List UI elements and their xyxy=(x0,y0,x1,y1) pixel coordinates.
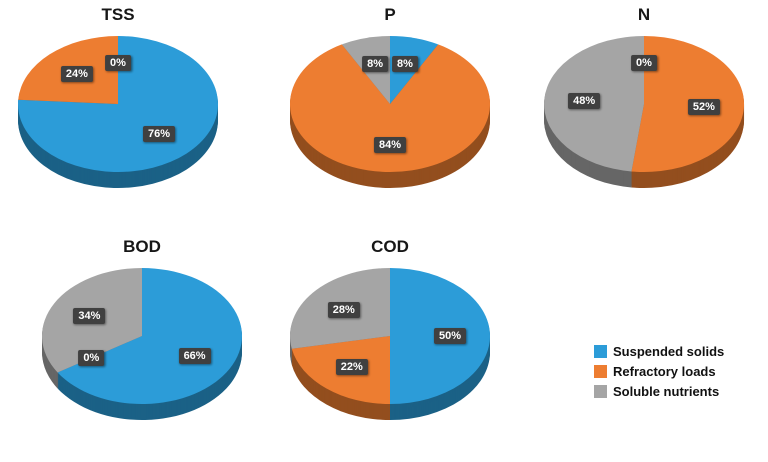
pie-svg xyxy=(544,35,745,188)
slice-label: 0% xyxy=(105,55,131,72)
pie-chart-p: 8% 84% 8% xyxy=(280,28,500,203)
slice-label: 28% xyxy=(327,301,360,318)
legend-item: Refractory loads xyxy=(594,364,724,379)
slice-label: 84% xyxy=(373,136,407,153)
slice-label: 22% xyxy=(335,359,368,376)
legend-item: Soluble nutrients xyxy=(594,384,724,399)
pie-chart-cod: 50% 22% 28% xyxy=(280,260,500,435)
pie-svg xyxy=(41,268,242,420)
pie-svg xyxy=(290,36,490,188)
chart-title-n: N xyxy=(637,5,651,24)
pie-chart-n: 0% 52% 48% xyxy=(534,28,754,203)
slice-label: 50% xyxy=(433,328,467,344)
legend-swatch xyxy=(594,345,607,358)
slice-label: 8% xyxy=(362,56,389,73)
chart-title-p: P xyxy=(384,5,396,24)
pie-chart-bod: 66% 0% 34% xyxy=(32,260,252,435)
slice-label: 66% xyxy=(178,347,211,364)
chart-title-tss: TSS xyxy=(101,5,135,24)
slice-label: 8% xyxy=(391,56,418,73)
slice-label: 48% xyxy=(568,93,601,110)
legend-swatch xyxy=(594,365,607,378)
chart-block-bod: BOD 66% 0% 34% xyxy=(32,236,252,435)
slice-label: 0% xyxy=(78,349,105,366)
legend-swatch xyxy=(594,385,607,398)
legend-label: Refractory loads xyxy=(613,364,716,379)
chart-block-tss: TSS 76% 24% 0% xyxy=(8,4,228,203)
legend-item: Suspended solids xyxy=(594,344,724,359)
chart-block-n: N 0% 52% 48% xyxy=(534,4,754,203)
slice-label: 34% xyxy=(73,308,106,325)
legend-label: Soluble nutrients xyxy=(613,384,720,399)
slice-label: 0% xyxy=(631,55,657,72)
chart-title-bod: BOD xyxy=(123,237,161,256)
pie-svg xyxy=(289,268,490,420)
slice-label: 24% xyxy=(60,66,93,83)
legend: Suspended solids Refractory loads Solubl… xyxy=(594,344,724,404)
chart-block-cod: COD 50% 22% 28% xyxy=(280,236,500,435)
chart-title-cod: COD xyxy=(371,237,409,256)
slice-label: 52% xyxy=(687,98,720,115)
slice-label: 76% xyxy=(143,125,176,142)
legend-label: Suspended solids xyxy=(613,344,725,359)
chart-block-p: P 8% 84% 8% xyxy=(280,4,500,203)
pie-chart-tss: 76% 24% 0% xyxy=(8,28,228,203)
